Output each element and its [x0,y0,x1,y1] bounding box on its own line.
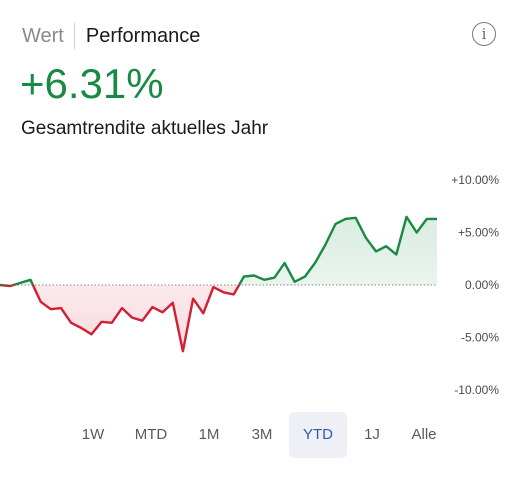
info-icon[interactable]: i [472,22,496,46]
time-range-selector: 1W MTD 1M 3M YTD 1J Alle [0,412,520,460]
view-tabs: Wert Performance [22,22,200,50]
performance-chart: +10.00% +5.00% 0.00% -5.00% -10.00% [0,173,499,397]
y-tick-label: +5.00% [458,226,499,240]
range-1j-button[interactable]: 1J [364,426,380,443]
range-ytd-button[interactable]: YTD [289,412,347,458]
y-tick-label: -10.00% [454,383,499,397]
range-3m-button[interactable]: 3M [251,426,273,443]
range-1w-button[interactable]: 1W [81,426,105,443]
positive-area [0,216,437,285]
range-1m-button[interactable]: 1M [198,426,220,443]
negative-area [0,285,437,352]
y-tick-label: +10.00% [451,173,499,187]
tab-divider [73,23,75,49]
performance-label: Gesamtrendite aktuelles Jahr [21,118,269,139]
series-line-positive [0,215,437,285]
series-line-negative [0,285,241,353]
tab-wert[interactable]: Wert [22,25,64,47]
range-mtd-button[interactable]: MTD [134,426,168,443]
performance-value: +6.31% [20,60,164,107]
y-tick-label: 0.00% [465,278,499,292]
range-alle-button[interactable]: Alle [411,426,437,443]
tab-performance[interactable]: Performance [85,25,201,47]
y-tick-label: -5.00% [461,331,499,345]
